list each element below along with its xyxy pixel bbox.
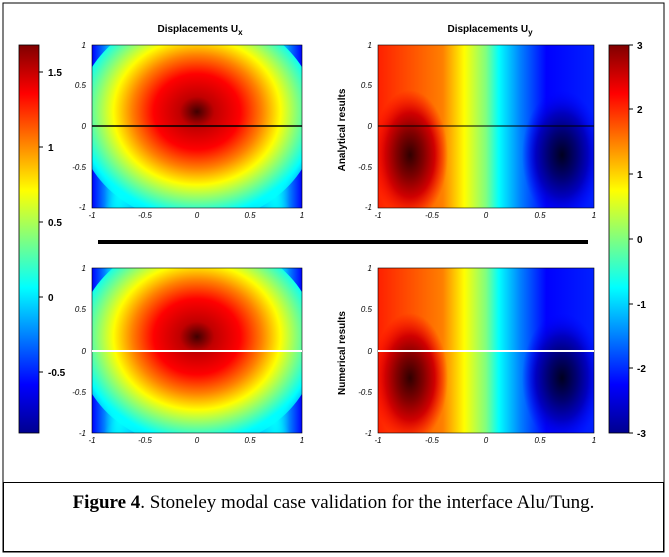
left-colorbar-tick: 1.5 [48, 68, 62, 79]
svg-text:-0.5: -0.5 [358, 163, 372, 172]
svg-text:-1: -1 [79, 203, 86, 212]
svg-text:-1: -1 [374, 436, 381, 445]
title-uy: Displacements Uy [447, 24, 533, 37]
right-colorbar-tick: -3 [637, 429, 646, 440]
svg-text:-0.5: -0.5 [138, 436, 152, 445]
svg-text:0: 0 [484, 436, 489, 445]
svg-text:1: 1 [82, 41, 86, 50]
svg-text:1: 1 [368, 264, 372, 273]
svg-text:-0.5: -0.5 [425, 211, 439, 220]
svg-text:0.5: 0.5 [534, 211, 546, 220]
svg-text:-0.5: -0.5 [138, 211, 152, 220]
svg-text:-0.5: -0.5 [358, 388, 372, 397]
svg-text:1: 1 [82, 264, 86, 273]
panel-numerical-uy [378, 268, 594, 433]
row-label-analytical: Analytical results [337, 88, 348, 171]
svg-text:0: 0 [368, 347, 373, 356]
svg-text:0.5: 0.5 [534, 436, 546, 445]
svg-text:0: 0 [82, 347, 87, 356]
svg-text:0.5: 0.5 [244, 211, 256, 220]
right-colorbar-tick: -1 [637, 300, 646, 311]
svg-text:1: 1 [300, 211, 304, 220]
svg-text:0: 0 [195, 211, 200, 220]
row-label-numerical: Numerical results [337, 311, 348, 395]
svg-text:0.5: 0.5 [244, 436, 256, 445]
left-colorbar: 1.5 1 0.5 0 -0.5 [18, 44, 66, 434]
svg-text:-1: -1 [365, 203, 372, 212]
svg-text:-1: -1 [365, 429, 372, 438]
svg-text:-1: -1 [88, 436, 95, 445]
svg-text:0.5: 0.5 [361, 305, 373, 314]
panel-numerical-ux [92, 268, 302, 433]
left-colorbar-tick: -0.5 [48, 368, 66, 379]
left-colorbar-tick: 0.5 [48, 218, 62, 229]
svg-text:1: 1 [592, 436, 596, 445]
left-colorbar-tick: 0 [48, 293, 54, 304]
svg-text:-0.5: -0.5 [72, 163, 86, 172]
right-colorbar-tick: 1 [637, 170, 643, 181]
right-colorbar-tick: 2 [637, 105, 643, 116]
caption-label: Figure 4 [72, 492, 141, 513]
svg-text:0.5: 0.5 [75, 305, 87, 314]
svg-text:1: 1 [368, 41, 372, 50]
svg-text:-1: -1 [374, 211, 381, 220]
right-colorbar-tick: -2 [637, 364, 646, 375]
right-colorbar-tick: 3 [637, 41, 643, 52]
svg-text:-1: -1 [88, 211, 95, 220]
svg-text:0: 0 [484, 211, 489, 220]
panel-analytical-uy [378, 45, 594, 208]
svg-text:1: 1 [592, 211, 596, 220]
svg-text:0: 0 [368, 122, 373, 131]
left-colorbar-tick: 1 [48, 143, 54, 154]
svg-text:-0.5: -0.5 [72, 388, 86, 397]
svg-text:0.5: 0.5 [361, 81, 373, 90]
caption-text: . Stoneley modal case validation for the… [140, 492, 595, 513]
axis-ticks: 1 0.5 0 -0.5 -1 -1 -0.5 0 0.5 1 1 0.5 0 … [72, 41, 596, 445]
svg-text:0: 0 [82, 122, 87, 131]
panel-analytical-ux [92, 45, 302, 208]
right-colorbar: 3 2 1 0 -1 -2 -3 [608, 41, 646, 440]
svg-text:0.5: 0.5 [75, 81, 87, 90]
svg-text:-0.5: -0.5 [425, 436, 439, 445]
title-ux: Displacements Ux [157, 24, 243, 37]
svg-text:1: 1 [300, 436, 304, 445]
right-colorbar-tick: 0 [637, 235, 643, 246]
svg-text:-1: -1 [79, 429, 86, 438]
figure-caption: Figure 4. Stoneley modal case validation… [3, 482, 664, 552]
svg-text:0: 0 [195, 436, 200, 445]
